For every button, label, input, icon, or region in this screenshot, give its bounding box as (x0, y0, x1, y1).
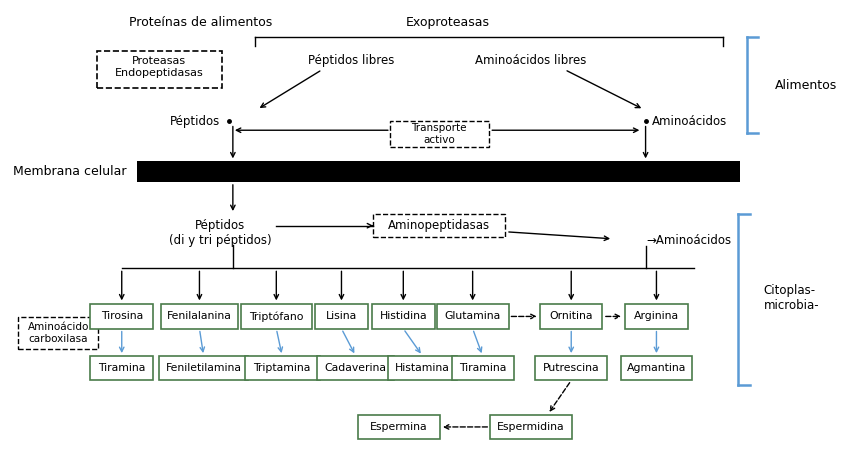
Text: Arginina: Arginina (633, 311, 678, 322)
FancyBboxPatch shape (241, 304, 311, 329)
FancyBboxPatch shape (244, 356, 319, 380)
Text: Triptófano: Triptófano (249, 311, 303, 322)
Text: Glutamina: Glutamina (444, 311, 500, 322)
Text: Histamina: Histamina (395, 363, 450, 373)
Text: Histidina: Histidina (379, 311, 426, 322)
Text: Alimentos: Alimentos (775, 79, 836, 92)
Text: Agmantina: Agmantina (626, 363, 685, 373)
FancyBboxPatch shape (436, 304, 508, 329)
Text: Aminoácido
carboxilasa: Aminoácido carboxilasa (27, 322, 89, 344)
Text: Fenilalanina: Fenilalanina (167, 311, 232, 322)
FancyBboxPatch shape (90, 304, 154, 329)
FancyBboxPatch shape (540, 304, 601, 329)
FancyBboxPatch shape (390, 121, 488, 147)
Text: Aminoácidos libres: Aminoácidos libres (475, 53, 586, 67)
Text: Péptidos
(di y tri péptidos): Péptidos (di y tri péptidos) (169, 219, 271, 247)
FancyBboxPatch shape (96, 51, 222, 88)
FancyBboxPatch shape (18, 317, 98, 349)
Text: Exoproteasas: Exoproteasas (405, 16, 489, 29)
Text: Péptidos: Péptidos (170, 115, 220, 128)
Text: Espermina: Espermina (370, 422, 427, 432)
Text: Lisina: Lisina (326, 311, 357, 322)
FancyBboxPatch shape (624, 304, 688, 329)
FancyBboxPatch shape (490, 415, 572, 439)
FancyBboxPatch shape (373, 214, 505, 237)
Text: Ornitina: Ornitina (548, 311, 592, 322)
FancyBboxPatch shape (388, 356, 456, 380)
Text: Citoplas-
microbia-: Citoplas- microbia- (763, 284, 818, 312)
FancyBboxPatch shape (620, 356, 692, 380)
Text: Proteínas de alimentos: Proteínas de alimentos (130, 16, 272, 29)
Text: Cadaverina: Cadaverina (324, 363, 386, 373)
Text: Triptamina: Triptamina (253, 363, 310, 373)
FancyBboxPatch shape (372, 304, 434, 329)
Text: Proteasas
Endopeptidasas: Proteasas Endopeptidasas (115, 56, 204, 78)
Text: Transporte
activo: Transporte activo (411, 123, 467, 145)
Text: Péptidos libres: Péptidos libres (308, 53, 394, 67)
Text: Aminopeptidasas: Aminopeptidasas (388, 219, 490, 232)
FancyBboxPatch shape (136, 161, 740, 182)
Text: Membrana celular: Membrana celular (13, 165, 126, 178)
FancyBboxPatch shape (316, 356, 393, 380)
FancyBboxPatch shape (161, 304, 238, 329)
FancyBboxPatch shape (159, 356, 248, 380)
Text: Tiramina: Tiramina (98, 363, 145, 373)
FancyBboxPatch shape (451, 356, 513, 380)
FancyBboxPatch shape (535, 356, 606, 380)
Text: Putrescina: Putrescina (543, 363, 599, 373)
FancyBboxPatch shape (315, 304, 368, 329)
FancyBboxPatch shape (357, 415, 439, 439)
Text: Espermidina: Espermidina (496, 422, 565, 432)
FancyBboxPatch shape (90, 356, 154, 380)
Text: Tiramina: Tiramina (458, 363, 506, 373)
Text: Tirosina: Tirosina (101, 311, 142, 322)
Text: Feniletilamina: Feniletilamina (165, 363, 241, 373)
Text: →Aminoácidos: →Aminoácidos (646, 234, 731, 247)
Text: Aminoácidos: Aminoácidos (652, 115, 727, 128)
